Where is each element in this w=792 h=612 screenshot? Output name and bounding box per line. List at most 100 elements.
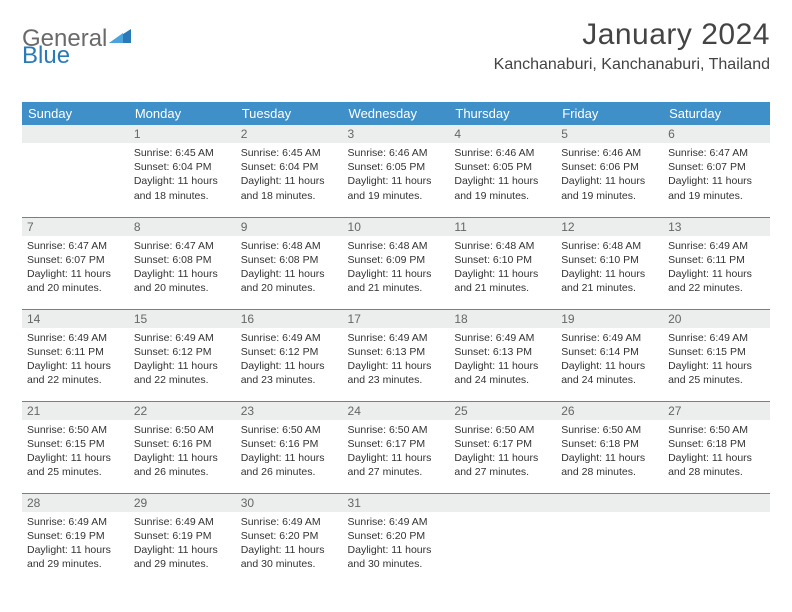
sunrise-text: Sunrise: 6:49 AM	[27, 515, 124, 529]
sunset-text: Sunset: 6:04 PM	[241, 160, 338, 174]
calendar-day-cell: 26Sunrise: 6:50 AMSunset: 6:18 PMDayligh…	[556, 401, 663, 493]
calendar-day-cell: 17Sunrise: 6:49 AMSunset: 6:13 PMDayligh…	[343, 309, 450, 401]
day-details: Sunrise: 6:49 AMSunset: 6:11 PMDaylight:…	[663, 236, 770, 301]
weekday-header: Saturday	[663, 102, 770, 125]
day-details: Sunrise: 6:50 AMSunset: 6:18 PMDaylight:…	[556, 420, 663, 485]
weekday-header: Wednesday	[343, 102, 450, 125]
daylight-text: Daylight: 11 hours and 22 minutes.	[134, 359, 231, 387]
day-details: Sunrise: 6:49 AMSunset: 6:12 PMDaylight:…	[236, 328, 343, 393]
weekday-header: Monday	[129, 102, 236, 125]
calendar-day-cell: 21Sunrise: 6:50 AMSunset: 6:15 PMDayligh…	[22, 401, 129, 493]
day-details: Sunrise: 6:45 AMSunset: 6:04 PMDaylight:…	[129, 143, 236, 208]
day-details: Sunrise: 6:49 AMSunset: 6:13 PMDaylight:…	[449, 328, 556, 393]
sunrise-text: Sunrise: 6:49 AM	[348, 331, 445, 345]
day-number: 20	[663, 310, 770, 328]
calendar-day-cell: 30Sunrise: 6:49 AMSunset: 6:20 PMDayligh…	[236, 493, 343, 585]
daylight-text: Daylight: 11 hours and 20 minutes.	[134, 267, 231, 295]
calendar-day-cell: 18Sunrise: 6:49 AMSunset: 6:13 PMDayligh…	[449, 309, 556, 401]
calendar-day-cell: 8Sunrise: 6:47 AMSunset: 6:08 PMDaylight…	[129, 217, 236, 309]
day-number: 14	[22, 310, 129, 328]
calendar-day-cell: 9Sunrise: 6:48 AMSunset: 6:08 PMDaylight…	[236, 217, 343, 309]
day-number: 3	[343, 125, 450, 143]
day-details: Sunrise: 6:50 AMSunset: 6:17 PMDaylight:…	[449, 420, 556, 485]
sunrise-text: Sunrise: 6:46 AM	[348, 146, 445, 160]
day-details: Sunrise: 6:50 AMSunset: 6:16 PMDaylight:…	[236, 420, 343, 485]
daylight-text: Daylight: 11 hours and 21 minutes.	[561, 267, 658, 295]
sunset-text: Sunset: 6:20 PM	[241, 529, 338, 543]
weekday-header: Friday	[556, 102, 663, 125]
sunset-text: Sunset: 6:10 PM	[561, 253, 658, 267]
sunrise-text: Sunrise: 6:49 AM	[348, 515, 445, 529]
day-details: Sunrise: 6:49 AMSunset: 6:20 PMDaylight:…	[236, 512, 343, 577]
sunrise-text: Sunrise: 6:50 AM	[27, 423, 124, 437]
day-details: Sunrise: 6:50 AMSunset: 6:15 PMDaylight:…	[22, 420, 129, 485]
sunrise-text: Sunrise: 6:49 AM	[241, 515, 338, 529]
weekday-header: Sunday	[22, 102, 129, 125]
sunset-text: Sunset: 6:17 PM	[348, 437, 445, 451]
day-details: Sunrise: 6:49 AMSunset: 6:14 PMDaylight:…	[556, 328, 663, 393]
sunset-text: Sunset: 6:18 PM	[668, 437, 765, 451]
calendar-day-cell: 10Sunrise: 6:48 AMSunset: 6:09 PMDayligh…	[343, 217, 450, 309]
daylight-text: Daylight: 11 hours and 29 minutes.	[27, 543, 124, 571]
sunset-text: Sunset: 6:08 PM	[241, 253, 338, 267]
sunrise-text: Sunrise: 6:50 AM	[241, 423, 338, 437]
day-number: 18	[449, 310, 556, 328]
day-number: 25	[449, 402, 556, 420]
daylight-text: Daylight: 11 hours and 23 minutes.	[241, 359, 338, 387]
sunset-text: Sunset: 6:11 PM	[27, 345, 124, 359]
sunrise-text: Sunrise: 6:47 AM	[668, 146, 765, 160]
sunset-text: Sunset: 6:13 PM	[454, 345, 551, 359]
sunrise-text: Sunrise: 6:47 AM	[134, 239, 231, 253]
calendar-day-cell: 23Sunrise: 6:50 AMSunset: 6:16 PMDayligh…	[236, 401, 343, 493]
calendar-day-cell: 31Sunrise: 6:49 AMSunset: 6:20 PMDayligh…	[343, 493, 450, 585]
sunrise-text: Sunrise: 6:47 AM	[27, 239, 124, 253]
calendar-day-cell: 5Sunrise: 6:46 AMSunset: 6:06 PMDaylight…	[556, 125, 663, 217]
day-number	[663, 494, 770, 512]
sunrise-text: Sunrise: 6:48 AM	[561, 239, 658, 253]
day-number	[449, 494, 556, 512]
daylight-text: Daylight: 11 hours and 27 minutes.	[454, 451, 551, 479]
calendar-day-cell: 28Sunrise: 6:49 AMSunset: 6:19 PMDayligh…	[22, 493, 129, 585]
sunset-text: Sunset: 6:17 PM	[454, 437, 551, 451]
daylight-text: Daylight: 11 hours and 28 minutes.	[668, 451, 765, 479]
sunset-text: Sunset: 6:16 PM	[241, 437, 338, 451]
day-details: Sunrise: 6:48 AMSunset: 6:09 PMDaylight:…	[343, 236, 450, 301]
day-number: 1	[129, 125, 236, 143]
weekday-header: Thursday	[449, 102, 556, 125]
sunrise-text: Sunrise: 6:50 AM	[668, 423, 765, 437]
sunset-text: Sunset: 6:08 PM	[134, 253, 231, 267]
daylight-text: Daylight: 11 hours and 19 minutes.	[668, 174, 765, 202]
daylight-text: Daylight: 11 hours and 19 minutes.	[454, 174, 551, 202]
calendar-body: 1Sunrise: 6:45 AMSunset: 6:04 PMDaylight…	[22, 125, 770, 585]
sunset-text: Sunset: 6:06 PM	[561, 160, 658, 174]
calendar-day-cell: 15Sunrise: 6:49 AMSunset: 6:12 PMDayligh…	[129, 309, 236, 401]
daylight-text: Daylight: 11 hours and 19 minutes.	[561, 174, 658, 202]
calendar-day-cell: 16Sunrise: 6:49 AMSunset: 6:12 PMDayligh…	[236, 309, 343, 401]
sunset-text: Sunset: 6:05 PM	[348, 160, 445, 174]
daylight-text: Daylight: 11 hours and 21 minutes.	[454, 267, 551, 295]
sunrise-text: Sunrise: 6:49 AM	[134, 331, 231, 345]
day-details: Sunrise: 6:47 AMSunset: 6:07 PMDaylight:…	[22, 236, 129, 301]
sunrise-text: Sunrise: 6:49 AM	[561, 331, 658, 345]
sunrise-text: Sunrise: 6:49 AM	[668, 239, 765, 253]
calendar-day-cell: 22Sunrise: 6:50 AMSunset: 6:16 PMDayligh…	[129, 401, 236, 493]
day-details: Sunrise: 6:49 AMSunset: 6:13 PMDaylight:…	[343, 328, 450, 393]
sunrise-text: Sunrise: 6:49 AM	[454, 331, 551, 345]
day-number: 28	[22, 494, 129, 512]
calendar-day-cell: 20Sunrise: 6:49 AMSunset: 6:15 PMDayligh…	[663, 309, 770, 401]
sunrise-text: Sunrise: 6:48 AM	[454, 239, 551, 253]
day-number: 7	[22, 218, 129, 236]
sunrise-text: Sunrise: 6:48 AM	[241, 239, 338, 253]
daylight-text: Daylight: 11 hours and 26 minutes.	[134, 451, 231, 479]
calendar-day-cell	[663, 493, 770, 585]
sunset-text: Sunset: 6:15 PM	[668, 345, 765, 359]
daylight-text: Daylight: 11 hours and 27 minutes.	[348, 451, 445, 479]
daylight-text: Daylight: 11 hours and 30 minutes.	[348, 543, 445, 571]
sunset-text: Sunset: 6:10 PM	[454, 253, 551, 267]
day-number: 6	[663, 125, 770, 143]
day-number: 23	[236, 402, 343, 420]
day-number: 24	[343, 402, 450, 420]
day-number: 30	[236, 494, 343, 512]
calendar-day-cell: 24Sunrise: 6:50 AMSunset: 6:17 PMDayligh…	[343, 401, 450, 493]
calendar-day-cell: 25Sunrise: 6:50 AMSunset: 6:17 PMDayligh…	[449, 401, 556, 493]
